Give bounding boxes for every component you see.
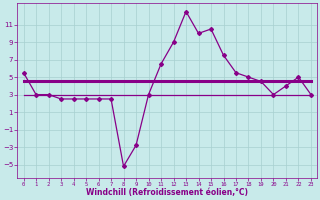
X-axis label: Windchill (Refroidissement éolien,°C): Windchill (Refroidissement éolien,°C) — [86, 188, 248, 197]
